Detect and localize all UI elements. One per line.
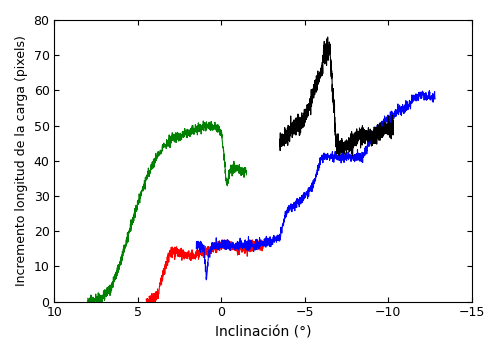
- Y-axis label: Incremento longitud de la carga (pixels): Incremento longitud de la carga (pixels): [15, 35, 28, 286]
- X-axis label: Inclinación (°): Inclinación (°): [215, 325, 312, 339]
